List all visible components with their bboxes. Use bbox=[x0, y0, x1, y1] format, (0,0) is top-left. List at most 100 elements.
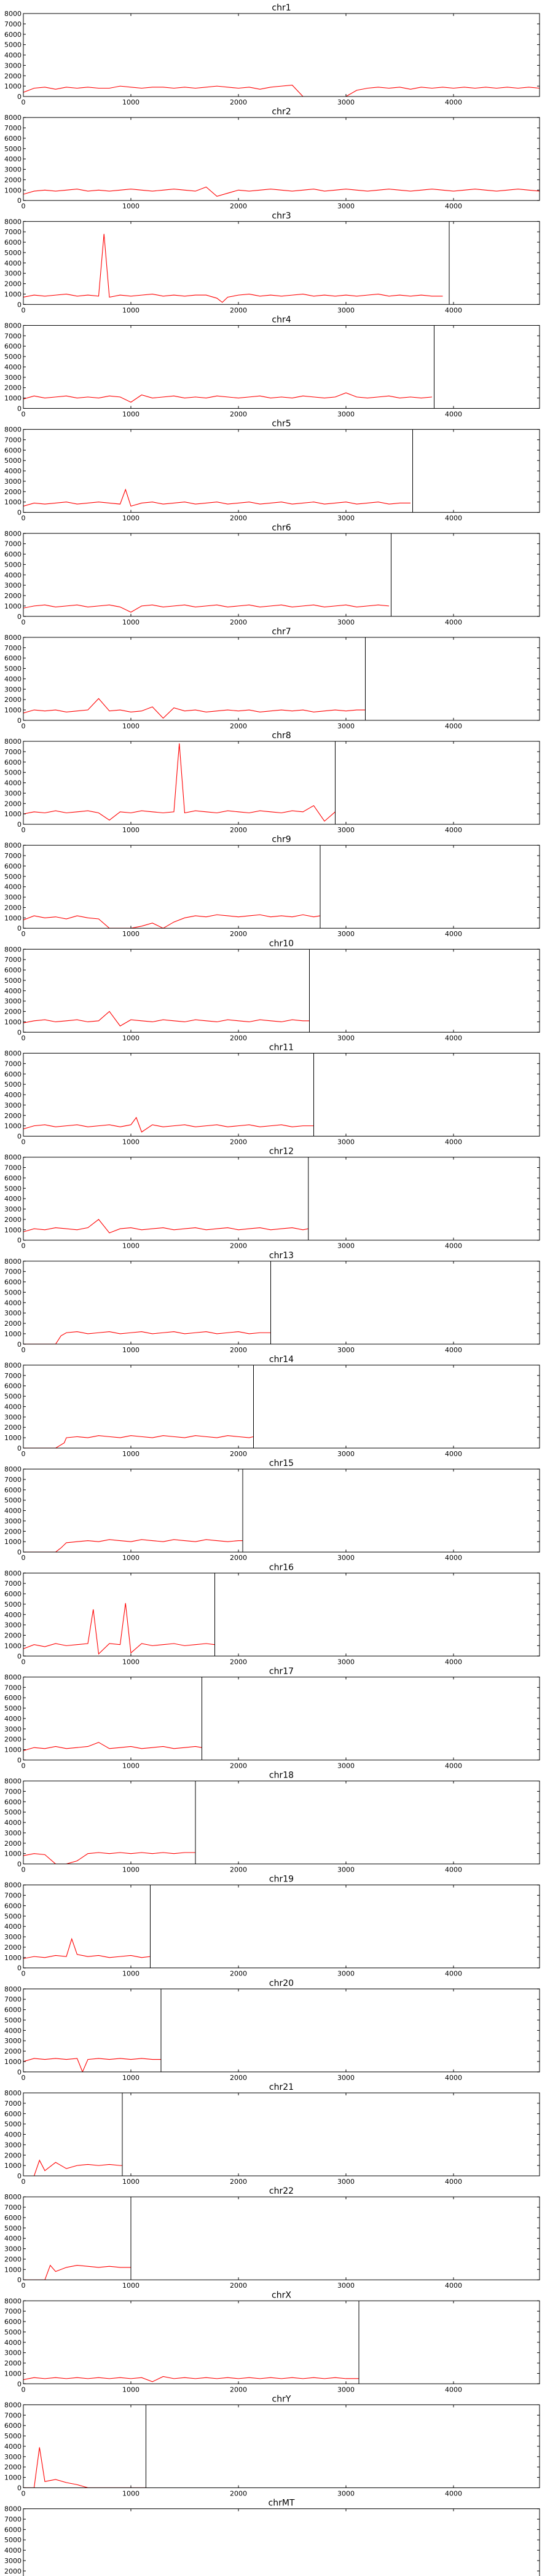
y-tick-label: 2000 bbox=[4, 176, 22, 184]
series-line bbox=[23, 1331, 271, 1344]
panel-title: chr5 bbox=[272, 419, 291, 429]
x-tick-label: 2000 bbox=[230, 1658, 247, 1666]
y-tick-label: 2000 bbox=[4, 2464, 22, 2472]
x-tick-label: 4000 bbox=[445, 826, 462, 834]
y-tick-label: 0 bbox=[17, 2276, 22, 2284]
panel-title: chr7 bbox=[272, 627, 291, 637]
x-tick-label: 2000 bbox=[230, 826, 247, 834]
x-tick-label: 4000 bbox=[445, 410, 462, 418]
y-tick-label: 1000 bbox=[4, 1954, 22, 1962]
x-tick-label: 2000 bbox=[230, 1554, 247, 1562]
x-tick-label: 0 bbox=[22, 514, 26, 522]
axes-frame bbox=[23, 948, 540, 1033]
y-tick-label: 2000 bbox=[4, 1632, 22, 1640]
series-line bbox=[23, 1219, 308, 1234]
y-tick-label: 1000 bbox=[4, 1434, 22, 1442]
y-tick-label: 4000 bbox=[4, 1819, 22, 1827]
x-tick-label: 3000 bbox=[337, 826, 355, 834]
y-tick-label: 6000 bbox=[4, 2214, 22, 2222]
y-tick-label: 8000 bbox=[4, 530, 22, 538]
x-tick-label: 2000 bbox=[230, 2489, 247, 2497]
y-tick-label: 2000 bbox=[4, 1944, 22, 1952]
y-tick-label: 4000 bbox=[4, 883, 22, 891]
y-tick-label: 7000 bbox=[4, 1684, 22, 1692]
y-tick-label: 3000 bbox=[4, 2245, 22, 2253]
x-tick-label: 3000 bbox=[337, 2282, 355, 2290]
y-tick-label: 4000 bbox=[4, 2027, 22, 2034]
y-tick-label: 6000 bbox=[4, 2006, 22, 2014]
y-tick-label: 2000 bbox=[4, 2567, 22, 2575]
x-tick-label: 0 bbox=[22, 1346, 26, 1354]
y-tick-label: 3000 bbox=[4, 998, 22, 1006]
y-tick-label: 3000 bbox=[4, 2453, 22, 2461]
panel-title: chrX bbox=[272, 2290, 291, 2300]
series-line bbox=[23, 1742, 202, 1751]
x-tick-label: 2000 bbox=[230, 1970, 247, 1978]
y-tick-label: 7000 bbox=[4, 2411, 22, 2419]
x-tick-label: 2000 bbox=[230, 306, 247, 314]
panel-title: chr20 bbox=[269, 1979, 294, 1988]
x-tick-label: 0 bbox=[22, 2489, 26, 2497]
x-tick-label: 3000 bbox=[337, 1970, 355, 1978]
y-tick-label: 6000 bbox=[4, 2526, 22, 2534]
y-tick-label: 6000 bbox=[4, 2318, 22, 2326]
axes-frame bbox=[23, 2300, 540, 2384]
y-tick-label: 8000 bbox=[4, 10, 22, 18]
x-tick-label: 0 bbox=[22, 410, 26, 418]
axes-frame bbox=[23, 1781, 540, 1865]
y-tick-label: 3000 bbox=[4, 166, 22, 174]
y-tick-label: 0 bbox=[17, 1341, 22, 1349]
y-tick-label: 2000 bbox=[4, 72, 22, 80]
x-tick-label: 1000 bbox=[122, 202, 139, 210]
x-tick-label: 2000 bbox=[230, 722, 247, 730]
series-line bbox=[23, 604, 390, 613]
panel-title: chr9 bbox=[272, 835, 291, 845]
y-tick-label: 3000 bbox=[4, 2141, 22, 2149]
y-tick-label: 0 bbox=[17, 509, 22, 517]
series-line bbox=[23, 186, 540, 197]
y-tick-label: 1000 bbox=[4, 1850, 22, 1858]
y-tick-label: 5000 bbox=[4, 2121, 22, 2129]
y-tick-label: 0 bbox=[17, 924, 22, 932]
x-tick-label: 1000 bbox=[122, 826, 139, 834]
x-tick-label: 0 bbox=[22, 1658, 26, 1666]
y-tick-label: 3000 bbox=[4, 374, 22, 382]
y-tick-label: 6000 bbox=[4, 1902, 22, 1910]
y-tick-label: 6000 bbox=[4, 238, 22, 246]
panel-title: chr6 bbox=[272, 523, 291, 533]
y-tick-label: 5000 bbox=[4, 665, 22, 673]
x-tick-label: 4000 bbox=[445, 1554, 462, 1562]
x-tick-label: 2000 bbox=[230, 1866, 247, 1874]
x-tick-label: 1000 bbox=[122, 2178, 139, 2186]
y-tick-label: 1000 bbox=[4, 290, 22, 298]
y-tick-label: 5000 bbox=[4, 2224, 22, 2232]
y-tick-label: 3000 bbox=[4, 789, 22, 797]
y-tick-label: 3000 bbox=[4, 2037, 22, 2045]
x-tick-label: 3000 bbox=[337, 202, 355, 210]
y-tick-label: 6000 bbox=[4, 1590, 22, 1598]
x-tick-label: 0 bbox=[22, 1138, 26, 1146]
y-tick-label: 5000 bbox=[4, 249, 22, 257]
y-tick-label: 0 bbox=[17, 1548, 22, 1556]
y-tick-label: 8000 bbox=[4, 2297, 22, 2305]
y-tick-label: 5000 bbox=[4, 1081, 22, 1089]
x-tick-label: 1000 bbox=[122, 410, 139, 418]
y-tick-label: 3000 bbox=[4, 1725, 22, 1733]
y-tick-label: 2000 bbox=[4, 904, 22, 912]
x-tick-label: 2000 bbox=[230, 2074, 247, 2082]
y-tick-label: 7000 bbox=[4, 124, 22, 132]
x-tick-label: 2000 bbox=[230, 1346, 247, 1354]
y-tick-label: 0 bbox=[17, 1444, 22, 1452]
y-tick-label: 2000 bbox=[4, 1216, 22, 1224]
y-tick-label: 0 bbox=[17, 2380, 22, 2388]
series-line bbox=[23, 1116, 314, 1133]
x-tick-label: 0 bbox=[22, 1242, 26, 1250]
y-tick-label: 3000 bbox=[4, 2557, 22, 2565]
